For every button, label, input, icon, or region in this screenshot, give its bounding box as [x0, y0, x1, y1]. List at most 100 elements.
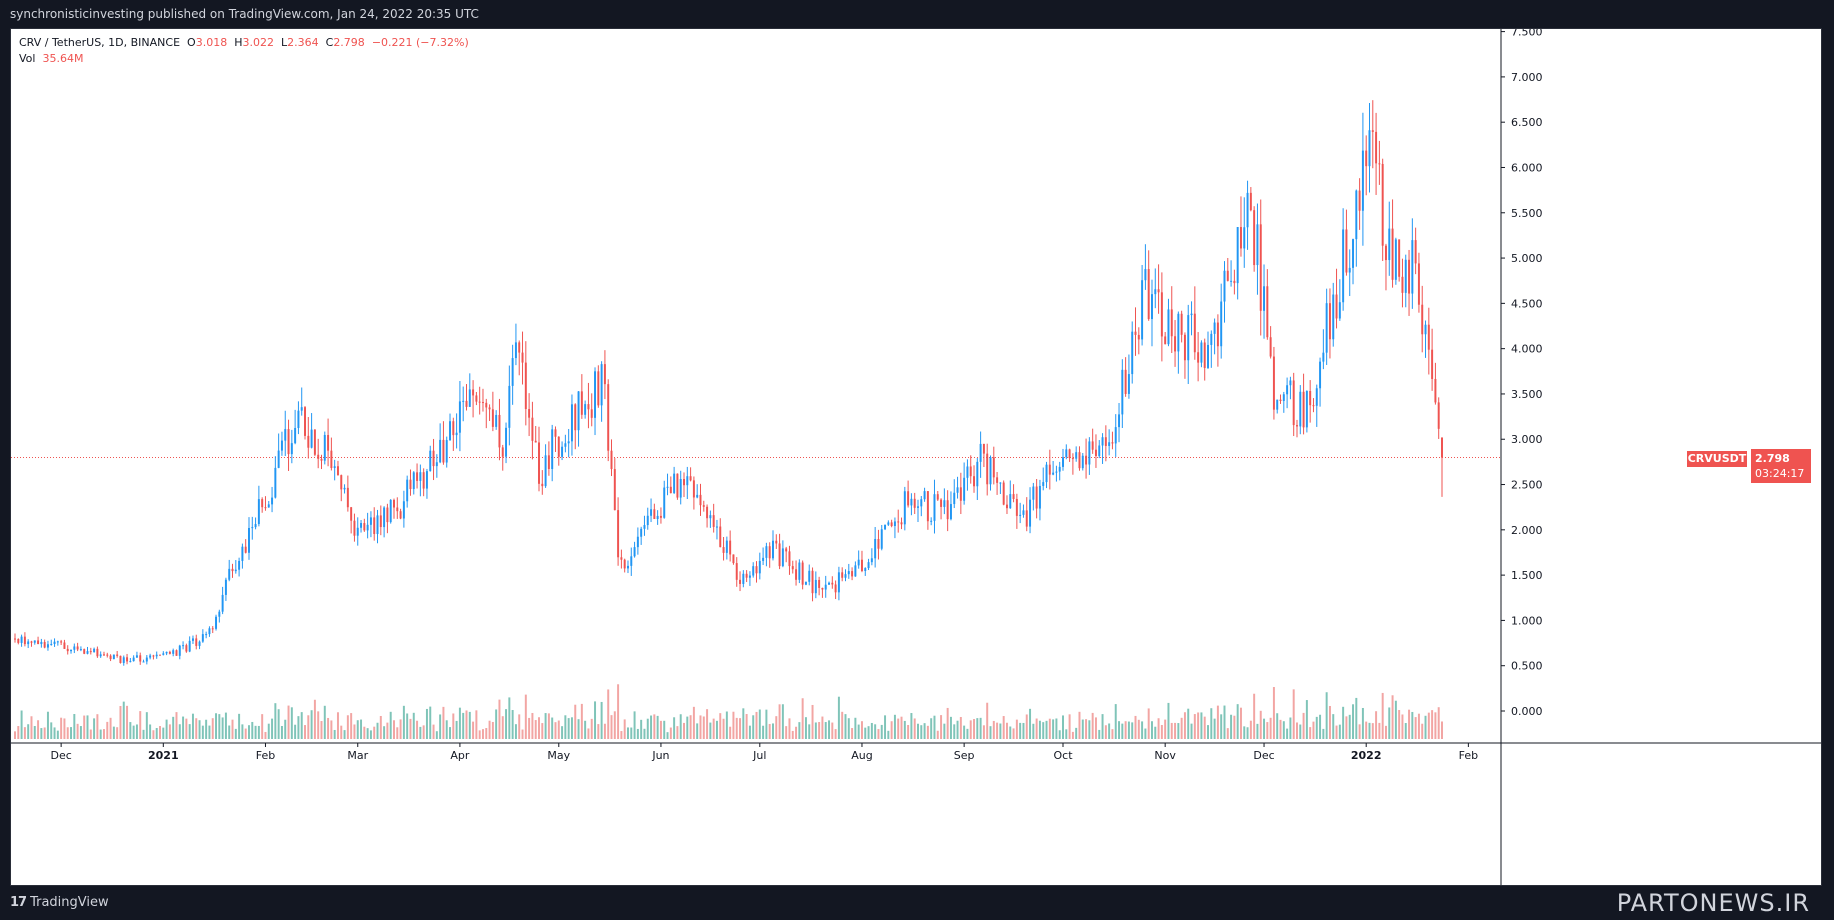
volume-bar: [748, 725, 751, 739]
candle-body: [1101, 437, 1104, 446]
volume-bar: [884, 715, 887, 739]
candle-body: [89, 651, 92, 653]
legend-ohlc-line: CRV / TetherUS, 1D, BINANCE O3.018 H3.02…: [19, 35, 469, 51]
candle-body: [597, 371, 600, 406]
volume-bar: [86, 715, 89, 739]
volume-bar: [511, 710, 514, 739]
candle-body: [623, 559, 626, 569]
volume-bar: [880, 724, 883, 739]
candle-body: [435, 462, 438, 467]
legend-o-label: O: [187, 36, 196, 49]
candle-body: [79, 649, 82, 651]
volume-bar: [1137, 719, 1140, 739]
volume-bar: [999, 723, 1002, 739]
tradingview-logo[interactable]: 17 TradingView: [10, 895, 109, 910]
y-tick-label: 3.500: [1511, 388, 1543, 401]
candle-body: [376, 515, 379, 535]
candle-body: [1272, 356, 1275, 410]
volume-bar: [1005, 722, 1008, 739]
volume-bar: [663, 720, 666, 739]
volume-bar: [96, 714, 99, 739]
volume-bar: [570, 717, 573, 739]
y-tick-label: 2.000: [1511, 524, 1543, 537]
volume-bar: [679, 714, 682, 739]
candle-body: [1164, 336, 1167, 345]
volume-bar: [1414, 717, 1417, 739]
volume-bar: [926, 725, 929, 739]
candle-body: [1081, 455, 1084, 469]
volume-bar: [76, 723, 79, 739]
volume-bar: [1243, 726, 1246, 739]
volume-bar: [689, 715, 692, 739]
candle-body: [1249, 192, 1252, 211]
volume-bar: [159, 726, 161, 739]
volume-bar: [1075, 727, 1078, 739]
volume-bar: [936, 730, 939, 739]
volume-bar: [834, 729, 837, 739]
volume-bar: [340, 725, 343, 739]
volume-bar: [1048, 718, 1051, 739]
candle-body: [1431, 349, 1434, 379]
candle-body: [300, 407, 303, 411]
candle-body: [468, 389, 471, 407]
candle-body: [884, 524, 887, 530]
candle-body: [1388, 228, 1391, 261]
volume-bar: [1094, 717, 1097, 739]
candle-body: [485, 402, 488, 408]
volume-bar: [580, 703, 583, 739]
volume-bar: [191, 713, 194, 739]
volume-bar: [442, 706, 445, 739]
volume-bar: [1052, 719, 1055, 739]
volume-bar: [551, 717, 554, 739]
candle-body: [590, 409, 593, 418]
candle-body: [683, 478, 685, 486]
volume-bar: [1378, 722, 1381, 739]
candle-body: [310, 429, 313, 448]
volume-bar: [300, 712, 303, 739]
candle-body: [234, 569, 237, 572]
volume-bar: [1381, 692, 1384, 739]
volume-bar: [393, 720, 395, 739]
candle-body: [261, 499, 264, 508]
volume-bar: [1345, 716, 1348, 739]
y-tick-label: 5.000: [1511, 252, 1543, 265]
volume-bar: [920, 725, 923, 739]
candle-body: [653, 509, 656, 519]
candle-body: [719, 526, 722, 548]
volume-bar: [323, 705, 326, 739]
candle-body: [768, 546, 771, 559]
volume-bar: [831, 722, 834, 739]
volume-bar: [1213, 718, 1216, 739]
candle-body: [996, 477, 999, 483]
candle-body: [231, 568, 234, 572]
volume-bar: [949, 716, 952, 739]
candle-body: [1276, 399, 1279, 410]
chart-area[interactable]: 7.500 7.000 6.500 6.000 5.500 5.000 4.500 4.000…: [10, 28, 1822, 886]
legend-l-label: L: [280, 36, 288, 49]
volume-bar: [63, 718, 66, 739]
volume-bar: [122, 701, 125, 739]
candle-body: [1394, 239, 1397, 280]
volume-bar: [472, 721, 475, 739]
candle-body: [379, 515, 382, 528]
candle-body: [765, 546, 768, 558]
volume-bar: [979, 717, 982, 739]
volume-bar: [1315, 716, 1318, 739]
price-chart-svg[interactable]: 7.500 7.000 6.500 6.000 5.500 5.000 4.500 4.000…: [11, 29, 1822, 886]
volume-bar: [1141, 721, 1144, 739]
candle-body: [432, 450, 435, 467]
volume-bar: [1368, 722, 1371, 739]
x-tick-label: 2021: [148, 749, 179, 762]
candle-body: [758, 560, 761, 574]
volume-bar: [577, 719, 580, 739]
volume-bar: [445, 720, 448, 739]
volume-bar: [524, 694, 527, 739]
volume-bar: [23, 727, 26, 739]
volume-bar: [132, 725, 135, 739]
candle-body: [676, 473, 679, 498]
candle-body: [798, 562, 801, 580]
candle-body: [175, 650, 178, 656]
volume-bar: [1144, 728, 1147, 739]
volume-bar: [755, 711, 758, 739]
candle-body: [1025, 510, 1028, 527]
